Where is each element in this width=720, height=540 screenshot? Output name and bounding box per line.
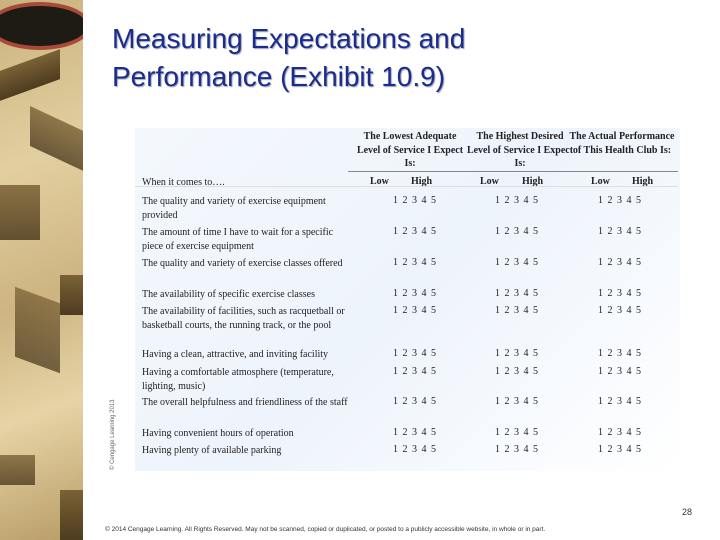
low-label: Low	[480, 176, 499, 187]
rating-scale: 1 2 3 4 5	[495, 195, 539, 206]
rating-scale: 1 2 3 4 5	[598, 226, 642, 237]
maze-photo	[0, 0, 83, 540]
maze-hole	[0, 2, 83, 50]
table-row-label: Having plenty of available parking	[142, 445, 282, 456]
rating-scale: 1 2 3 4 5	[393, 195, 437, 206]
rating-scale: 1 2 3 4 5	[495, 348, 539, 359]
rating-scale: 1 2 3 4 5	[393, 427, 437, 438]
title-line-1: Measuring Expectations and	[112, 23, 466, 54]
rating-scale: 1 2 3 4 5	[598, 288, 642, 299]
rating-scale: 1 2 3 4 5	[598, 195, 642, 206]
rating-scale: 1 2 3 4 5	[393, 257, 437, 268]
column-header-actual: The Actual Performance of This Health Cl…	[569, 131, 675, 156]
title-line-2: Performance (Exhibit 10.9)	[112, 61, 446, 92]
column-header-highest: The Highest Desired Level of Service I E…	[466, 131, 574, 169]
table-row-label: The quality and variety of exercise clas…	[142, 258, 343, 269]
image-credit: © Cengage Learning 2013	[110, 399, 116, 470]
rating-scale: 1 2 3 4 5	[598, 366, 642, 377]
table-row-label: Having a clean, attractive, and inviting…	[142, 349, 329, 360]
rating-scale: 1 2 3 4 5	[495, 427, 539, 438]
exhibit-table: The Lowest Adequate Level of Service I E…	[135, 128, 680, 471]
rating-scale: 1 2 3 4 5	[495, 444, 539, 455]
table-row-label: Having convenient hours of operation	[142, 428, 294, 439]
rating-scale: 1 2 3 4 5	[598, 305, 642, 316]
high-label: High	[411, 176, 433, 187]
rating-scale: 1 2 3 4 5	[393, 305, 437, 316]
rating-scale: 1 2 3 4 5	[393, 444, 437, 455]
rating-scale: 1 2 3 4 5	[393, 288, 437, 299]
rating-scale: 1 2 3 4 5	[495, 288, 539, 299]
high-label: High	[522, 176, 544, 187]
table-row-label: The quality and variety of exercise equi…	[142, 196, 326, 221]
rating-scale: 1 2 3 4 5	[393, 366, 437, 377]
high-label: High	[632, 176, 654, 187]
table-row-label: The amount of time I have to wait for a …	[142, 227, 334, 252]
table-row-label: The overall helpfulness and friendliness…	[142, 397, 348, 408]
rating-scale: 1 2 3 4 5	[495, 305, 539, 316]
table-row-label: The availability of facilities, such as …	[142, 306, 345, 331]
rating-scale: 1 2 3 4 5	[598, 427, 642, 438]
table-row-label: Having a comfortable atmosphere (tempera…	[142, 367, 334, 392]
table-row-label: The availability of specific exercise cl…	[142, 289, 315, 300]
rating-scale: 1 2 3 4 5	[393, 396, 437, 407]
rating-scale: 1 2 3 4 5	[598, 257, 642, 268]
header-rule	[348, 171, 678, 172]
copyright-footer: © 2014 Cengage Learning. All Rights Rese…	[105, 526, 546, 533]
rating-scale: 1 2 3 4 5	[393, 226, 437, 237]
rating-scale: 1 2 3 4 5	[495, 257, 539, 268]
page-number: 28	[682, 507, 693, 517]
low-label: Low	[370, 176, 389, 187]
rating-scale: 1 2 3 4 5	[393, 348, 437, 359]
column-header-lowest: The Lowest Adequate Level of Service I E…	[356, 131, 464, 169]
rating-scale: 1 2 3 4 5	[495, 396, 539, 407]
rating-scale: 1 2 3 4 5	[495, 366, 539, 377]
row-header: When it comes to….	[142, 177, 225, 188]
rating-scale: 1 2 3 4 5	[495, 226, 539, 237]
rating-scale: 1 2 3 4 5	[598, 396, 642, 407]
low-label: Low	[591, 176, 610, 187]
rating-scale: 1 2 3 4 5	[598, 444, 642, 455]
subheader-rule	[135, 186, 678, 187]
slide-title: Measuring Expectations and Performance (E…	[112, 20, 465, 96]
rating-scale: 1 2 3 4 5	[598, 348, 642, 359]
